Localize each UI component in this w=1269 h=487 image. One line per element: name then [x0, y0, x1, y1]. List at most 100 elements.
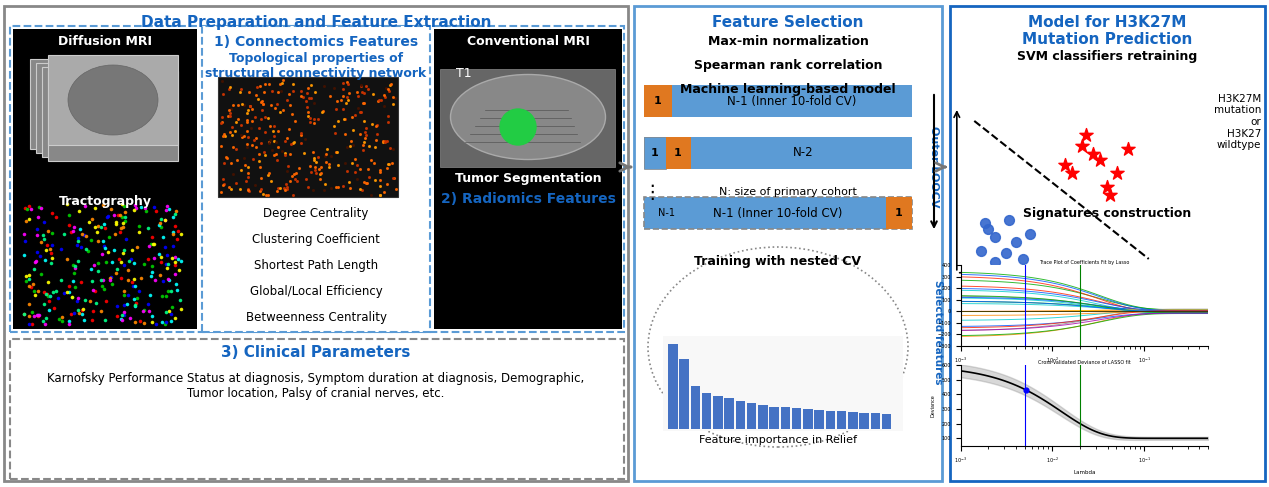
Point [365, 176, 386, 184]
Point [308, 153, 329, 161]
Point [171, 230, 192, 238]
Point [14, 310, 34, 318]
Point [114, 287, 135, 295]
Point [19, 313, 39, 320]
Y-axis label: Deviance: Deviance [931, 394, 937, 417]
Point [264, 122, 284, 130]
Text: Selected features: Selected features [933, 280, 943, 384]
Point [266, 138, 287, 146]
Point [298, 94, 319, 102]
Point [129, 317, 150, 325]
Bar [690, 386, 700, 429]
Bar [20, 202, 185, 327]
Point [346, 161, 367, 169]
Point [110, 224, 131, 232]
Point [211, 188, 231, 196]
Point [105, 220, 126, 227]
Point [268, 127, 288, 135]
Point [110, 315, 131, 323]
Point [327, 162, 348, 169]
Point [112, 311, 132, 319]
Point [136, 207, 156, 215]
Point [88, 267, 108, 275]
Point [79, 218, 99, 226]
Point [277, 184, 297, 191]
Point [275, 151, 296, 159]
Point [76, 232, 96, 240]
Point [110, 211, 131, 219]
Point [85, 287, 105, 295]
Point [374, 93, 395, 100]
Point [108, 211, 128, 219]
Point [69, 238, 89, 245]
Point [226, 179, 246, 187]
Text: 1: 1 [895, 208, 902, 218]
Point [246, 91, 266, 99]
Point [221, 160, 241, 168]
Point [100, 274, 121, 282]
Point [157, 202, 178, 209]
Bar [848, 412, 858, 429]
Point [124, 275, 145, 283]
Point [355, 134, 376, 142]
Point [381, 144, 401, 152]
Text: Model for H3K27M
Mutation Prediction: Model for H3K27M Mutation Prediction [1023, 15, 1193, 47]
Point [27, 311, 47, 319]
Point [327, 148, 348, 155]
Point [280, 177, 301, 185]
Point [46, 287, 66, 295]
Bar [886, 197, 912, 229]
Point [51, 277, 71, 284]
Point [24, 287, 44, 295]
Point [369, 182, 390, 190]
Point [165, 258, 185, 266]
Point [218, 183, 239, 191]
Point [212, 77, 232, 85]
Point [81, 265, 102, 273]
Point [142, 312, 162, 319]
Point [165, 261, 185, 269]
Point [124, 295, 145, 303]
Text: Feature Selection: Feature Selection [712, 15, 864, 30]
Point [1096, 183, 1117, 191]
Point [386, 186, 406, 193]
Point [65, 264, 85, 272]
Point [63, 227, 84, 235]
Point [283, 80, 303, 88]
Point [311, 108, 331, 115]
Bar [440, 69, 615, 167]
Point [114, 246, 135, 254]
Point [348, 105, 368, 112]
Point [14, 237, 34, 245]
Point [353, 99, 373, 107]
Point [157, 264, 178, 272]
Point [156, 206, 176, 214]
Point [245, 182, 265, 189]
Bar [48, 71, 178, 161]
Point [303, 115, 324, 123]
Point [240, 102, 260, 110]
Point [239, 169, 259, 177]
Point [220, 128, 240, 136]
Point [319, 160, 339, 168]
Point [154, 277, 174, 284]
Point [69, 309, 89, 317]
Point [113, 249, 133, 257]
Point [354, 89, 374, 97]
Point [345, 155, 365, 163]
Point [365, 136, 386, 144]
Point [39, 297, 60, 305]
Point [165, 254, 185, 262]
Point [72, 230, 93, 238]
Point [142, 268, 162, 276]
Point [264, 137, 284, 145]
Point [231, 166, 251, 174]
Text: Max-min normalization: Max-min normalization [708, 35, 868, 48]
Point [374, 91, 395, 99]
Point [213, 175, 233, 183]
Point [326, 105, 346, 113]
Point [296, 175, 316, 183]
Point [165, 207, 185, 215]
Point [246, 143, 266, 151]
Point [316, 158, 336, 166]
